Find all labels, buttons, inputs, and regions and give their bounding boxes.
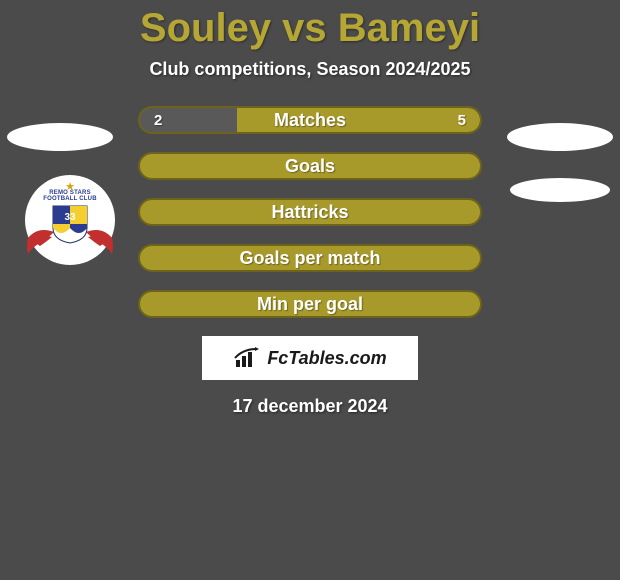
bar-gpm-label: Goals per match (140, 246, 480, 270)
subtitle: Club competitions, Season 2024/2025 (0, 59, 620, 80)
bar-goals-per-match: Goals per match (138, 244, 482, 272)
bar-goals: Goals (138, 152, 482, 180)
bar-mpg-label: Min per goal (140, 292, 480, 316)
bar-hattricks-label: Hattricks (140, 200, 480, 224)
comparison-infographic: Souley vs Bameyi Club competitions, Seas… (0, 0, 620, 580)
badge-shield-icon: 33 (51, 204, 89, 244)
brand-chart-icon (233, 346, 261, 370)
bar-min-per-goal: Min per goal (138, 290, 482, 318)
player-left-oval (7, 123, 113, 151)
stats-bars: 2 Matches 5 Goals Hattricks Goals per ma… (138, 106, 482, 318)
svg-text:33: 33 (64, 212, 76, 223)
brand-badge: FcTables.com (202, 336, 418, 380)
date-text: 17 december 2024 (0, 396, 620, 417)
bar-hattricks: Hattricks (138, 198, 482, 226)
player-right-oval-2 (510, 178, 610, 202)
bar-matches-label: Matches (140, 108, 480, 132)
brand-text: FcTables.com (267, 348, 386, 369)
bar-goals-label: Goals (140, 154, 480, 178)
bar-matches-right-value: 5 (444, 108, 480, 132)
club-badge: ★ REMO STARS FOOTBALL CLUB 33 (25, 175, 115, 265)
bar-matches: 2 Matches 5 (138, 106, 482, 134)
page-title: Souley vs Bameyi (0, 0, 620, 51)
player-right-oval-1 (507, 123, 613, 151)
badge-star-icon: ★ (65, 180, 75, 193)
